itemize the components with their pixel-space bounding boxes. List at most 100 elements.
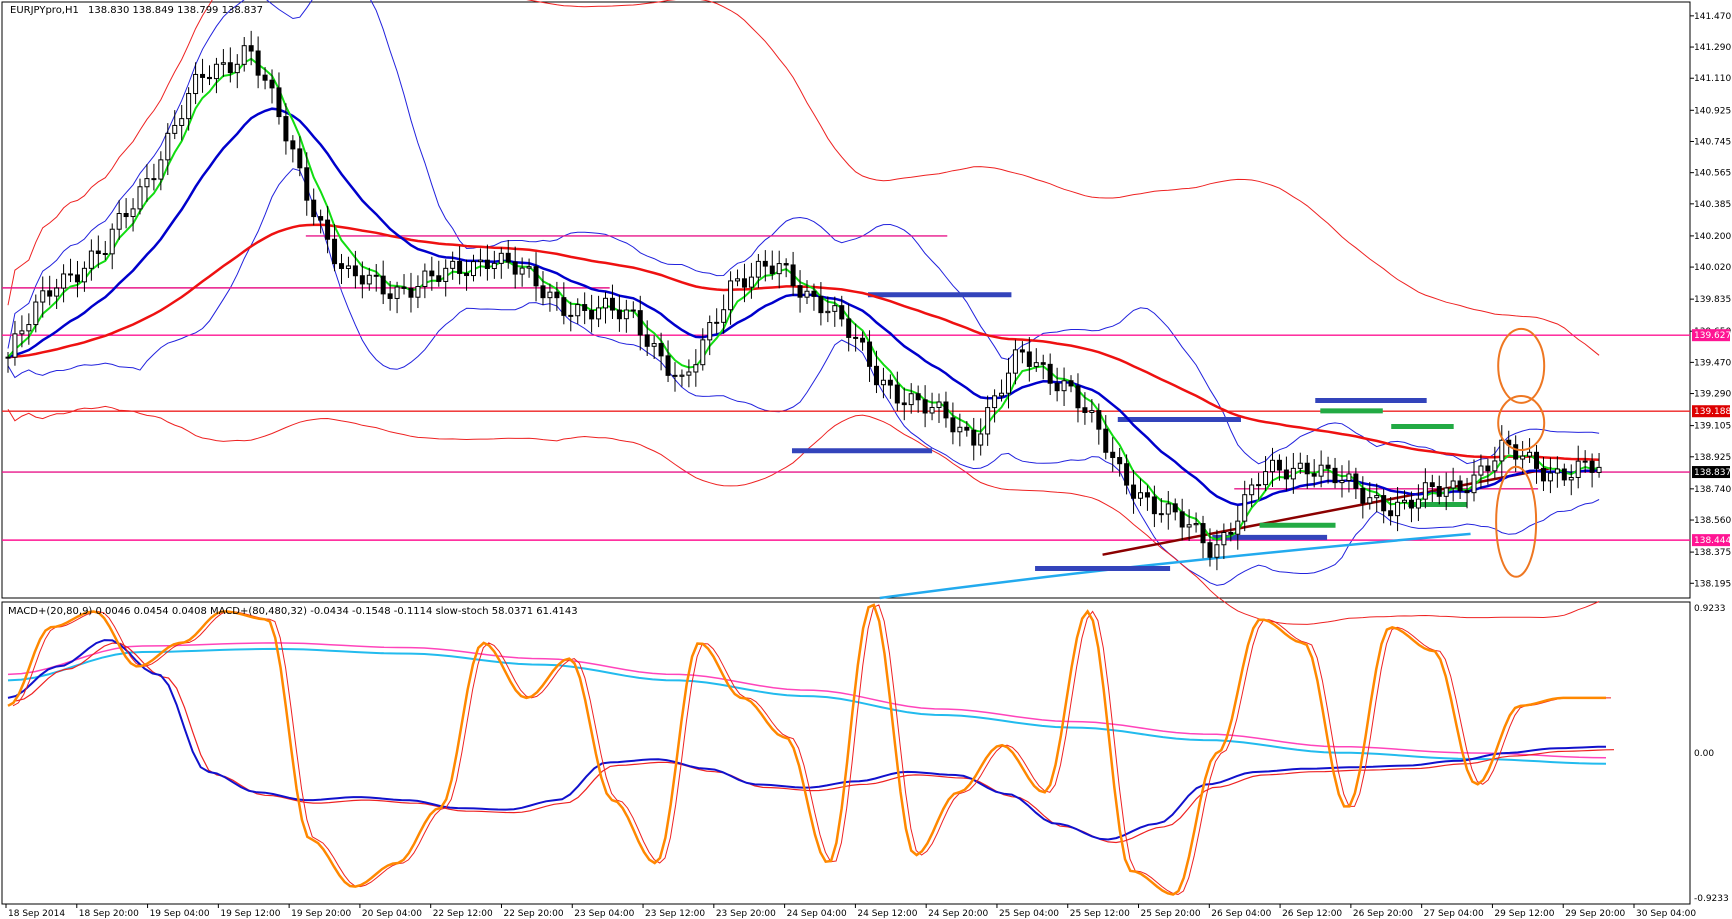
candle-body: [248, 45, 254, 52]
candle-body: [679, 374, 685, 377]
lower-band-fast: [7, 168, 1600, 586]
candle-body: [1172, 503, 1178, 513]
candle-body: [887, 379, 893, 386]
candle-body: [880, 379, 886, 386]
candle-body: [908, 393, 914, 406]
time-tick-label: 23 Sep 04:00: [574, 909, 634, 919]
candle-body: [1367, 497, 1373, 504]
candle-body: [1040, 362, 1046, 365]
candle-body: [213, 63, 219, 80]
candle-body: [422, 270, 428, 288]
candle-body: [491, 262, 497, 270]
candle-body: [651, 343, 657, 347]
candle-body: [1436, 486, 1442, 497]
indicator-tick-label: 0.9233: [1694, 604, 1726, 614]
time-tick-label: 19 Sep 04:00: [150, 909, 210, 919]
candle-body: [1471, 474, 1477, 494]
horizontal-levels: [2, 235, 1690, 600]
price-tick-label: 140.745: [1694, 137, 1731, 147]
price-tick-label: 139.470: [1694, 358, 1731, 368]
candle-body: [964, 426, 970, 431]
candle-body: [797, 285, 803, 298]
candle-body: [1485, 465, 1491, 472]
candle-body: [206, 76, 212, 80]
candle-body: [999, 392, 1005, 397]
price-highlight-label: 138.837: [1694, 468, 1731, 478]
candle-body: [1464, 490, 1470, 494]
candle-body: [1186, 524, 1192, 528]
candle-body: [68, 273, 74, 276]
candle-body: [255, 50, 261, 76]
candle-body: [637, 310, 643, 336]
candle-body: [352, 265, 358, 277]
candle-body: [54, 287, 60, 297]
candle-body: [582, 304, 588, 311]
time-tick-label: 26 Sep 12:00: [1282, 909, 1342, 919]
candle-body: [1443, 487, 1449, 497]
candle-body: [1402, 499, 1408, 503]
price-tick-label: 139.105: [1694, 422, 1731, 432]
candle-body: [1221, 531, 1227, 546]
time-tick-label: 22 Sep 12:00: [433, 909, 493, 919]
time-tick-label: 24 Sep 20:00: [928, 909, 988, 919]
candle-body: [1089, 410, 1095, 413]
candle-body: [1012, 349, 1018, 374]
candle-body: [1026, 351, 1032, 367]
candle-body: [33, 301, 39, 326]
price-tick-label: 140.200: [1694, 232, 1731, 242]
time-tick-label: 23 Sep 20:00: [716, 909, 776, 919]
indicator-tick-label: -0.9233: [1694, 894, 1729, 904]
candle-body: [457, 260, 463, 274]
macd-fast-signal: [15, 642, 1615, 844]
candle-body: [929, 406, 935, 414]
candle-body: [1589, 460, 1595, 473]
candle-body: [1478, 465, 1484, 476]
candle-body: [748, 276, 754, 288]
candle-body: [1554, 468, 1560, 474]
candle-body: [158, 159, 164, 180]
candle-body: [873, 365, 879, 386]
candle-body: [1110, 451, 1116, 459]
candle-body: [755, 260, 761, 278]
candle-body: [95, 250, 101, 255]
candle-body: [123, 213, 129, 218]
price-highlight-box: [1692, 466, 1730, 479]
candle-body: [992, 395, 998, 409]
time-tick-label: 29 Sep 20:00: [1565, 909, 1625, 919]
candle-body: [1263, 471, 1269, 486]
candle-body: [40, 290, 46, 303]
candle-body: [12, 333, 18, 358]
candle-body: [1235, 520, 1241, 535]
candle-body: [1249, 484, 1255, 496]
candle-body: [894, 384, 900, 404]
candle-body: [1096, 410, 1102, 430]
candle-body: [1047, 363, 1053, 384]
symbol-header: EURJPYpro,H1: [10, 5, 79, 16]
candle-body: [193, 73, 199, 95]
time-tick-label: 30 Sep 04:00: [1636, 909, 1696, 919]
indicator-panel[interactable]: 0.9233 0.00 -0.9233: [7, 603, 1729, 904]
candle-body: [1193, 523, 1199, 526]
candle-body: [477, 259, 483, 263]
candle-body: [1005, 372, 1011, 394]
candle-body: [1103, 428, 1109, 453]
price-panel[interactable]: [1, 1, 1691, 905]
price-tick-label: 140.020: [1694, 263, 1731, 273]
price-axis: 141.470 141.290 141.110 140.925 140.745 140.5…: [1690, 12, 1731, 589]
candle-body: [1270, 459, 1276, 473]
candle-body: [81, 267, 87, 283]
candle-body: [832, 305, 838, 312]
candle-body: [471, 261, 477, 277]
target-ellipse: [1495, 465, 1538, 578]
price-highlight-box: [1692, 534, 1730, 547]
time-tick-label: 24 Sep 12:00: [857, 909, 917, 919]
candle-body: [596, 307, 602, 320]
price-tick-label: 140.565: [1694, 169, 1731, 179]
candle-body: [1450, 480, 1456, 489]
candle-body: [443, 267, 449, 282]
candle-body: [1540, 467, 1546, 482]
candle-body: [1054, 382, 1060, 392]
candle-body: [373, 274, 379, 277]
candle-body: [1207, 542, 1213, 558]
candle-body: [1033, 362, 1039, 367]
